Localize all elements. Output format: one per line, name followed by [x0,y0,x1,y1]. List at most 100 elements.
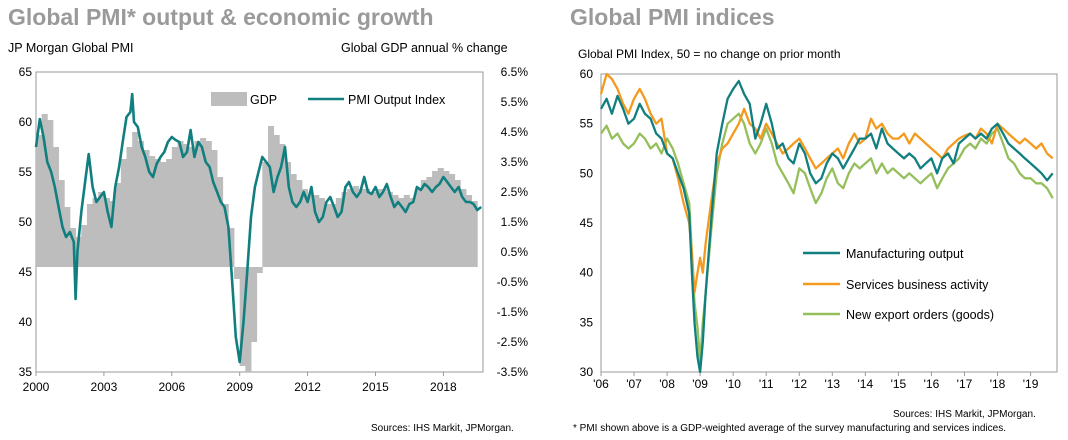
legend-label-gdp: GDP [250,93,277,107]
gdp-bar [267,126,275,267]
right-y-tick-label: 1.5% [501,215,529,229]
gdp-bar [290,174,297,267]
gdp-bar [437,168,444,267]
right-chart-x-tick-label: '07 [626,377,642,391]
left-y-tick-label: 65 [19,65,33,79]
left-y-tick-label: 35 [19,365,33,379]
gdp-bar [98,192,105,267]
left-x-tick-label: 2009 [226,380,253,394]
gdp-bar [81,225,88,267]
right-chart-x-tick-label: '08 [659,377,675,391]
gdp-bar [222,204,229,267]
left-y-tick-label: 60 [19,115,33,129]
gdp-bar [166,159,173,267]
right-y-tick-label: -0.5% [497,275,529,289]
gdp-bar [183,144,190,267]
left-chart-title: Global PMI* output & economic growth [8,4,434,30]
right-legend: Manufacturing output Services business a… [803,247,994,322]
right-chart-x-tick-label: '13 [824,377,840,391]
right-y-tick-label: 2.5% [501,185,529,199]
gdp-bar [347,189,354,267]
gdp-bar [284,162,292,267]
gdp-bar [420,180,427,267]
gdp-bar [211,150,218,267]
footnote: * PMI shown above is a GDP-weighted aver… [573,423,1006,434]
gdp-bar [341,192,348,267]
pmi-output-line [34,92,482,364]
gdp-bar [36,135,43,267]
gdp-bar [335,198,342,267]
gdp-bar [415,189,422,267]
gdp-bar [41,114,48,267]
gdp-bar [143,150,150,267]
gdp-bar [137,141,144,267]
right-y-tick-label: 3.5% [501,155,529,169]
right-y-ticks: -3.5% -2.5% -1.5% -0.5% 0.5% 1.5% 2.5% 3.5% 4.5%… [497,65,529,379]
gdp-bar [403,195,410,267]
right-y-tick-label: 4.5% [501,125,529,139]
left-y-tick-label: 55 [19,165,33,179]
gdp-bar [262,162,269,267]
left-legend: GDP PMI Output Index [211,92,446,107]
gdp-bar [234,267,241,279]
right-y-tick-label: 6.5% [501,65,529,79]
gdp-bar [358,189,365,267]
left-y-tick-label: 40 [19,315,33,329]
right-chart-y-tick-label: 60 [580,67,594,81]
right-chart-x-tick-label: '06 [593,377,609,391]
legend-label-export-orders: New export orders (goods) [846,308,994,322]
left-x-tick-label: 2018 [430,380,457,394]
left-chart: 35 40 45 50 55 60 65 -3.5% -2.5% -1.5% -0.5% 0.5% 1… [19,65,529,394]
right-chart-x-tick-label: '15 [891,377,907,391]
right-chart-y-tick-label: 55 [580,117,594,131]
left-x-tick-label: 2012 [294,380,321,394]
gdp-bar [149,156,156,267]
legend-label-pmi: PMI Output Index [348,93,446,107]
manufacturing-output-line [599,79,1054,374]
gdp-bar [160,162,167,267]
gdp-bar [466,195,473,267]
legend-label-services: Services business activity [846,278,989,292]
gdp-bar [432,171,439,267]
right-chart-x-tick-label: '14 [858,377,874,391]
gdp-bar [301,189,308,267]
left-y-tick-label: 45 [19,265,33,279]
gdp-bar [109,201,116,267]
gdp-bar [103,198,110,267]
gdp-bar [200,138,207,267]
left-x-tick-label: 2006 [158,380,185,394]
gdp-bar [381,189,388,267]
left-x-ticks: 2000 2003 2006 2009 2012 2015 2018 [23,372,457,394]
gdp-bar [188,147,195,267]
gdp-bar [449,174,456,267]
right-chart-y-tick-label: 35 [580,315,594,329]
gdp-bar [52,147,60,267]
gdp-bar [369,192,376,267]
right-chart-x-tick-label: '10 [725,377,741,391]
right-y-tick-label: 0.5% [501,245,529,259]
gdp-bar [177,141,184,267]
gdp-bar [245,267,252,372]
left-x-tick-label: 2000 [23,380,50,394]
gdp-bar [460,189,467,267]
right-chart-title: Global PMI indices [570,4,775,30]
gdp-bar [194,141,201,267]
right-chart-x-tick-label: '11 [759,377,774,391]
gdp-bar [392,195,399,267]
right-chart-y-tick-label: 45 [580,216,594,230]
gdp-bar [171,147,178,267]
gdp-bar [443,171,450,267]
gdp-bar [296,180,303,267]
gdp-bar [364,189,371,267]
right-y-tick-label: -3.5% [497,365,529,379]
gdp-bar [154,159,161,267]
right-chart-y-ticks: 30 35 40 45 50 55 60 [580,67,594,379]
gdp-bar [307,195,314,267]
gdp-bar [47,120,54,267]
right-y-tick-label: -2.5% [497,335,529,349]
right-chart-x-tick-label: '16 [924,377,940,391]
gdp-bar [92,198,99,267]
left-y-ticks: 35 40 45 50 55 60 65 [19,65,33,379]
right-chart-x-tick-label: '17 [957,377,973,391]
